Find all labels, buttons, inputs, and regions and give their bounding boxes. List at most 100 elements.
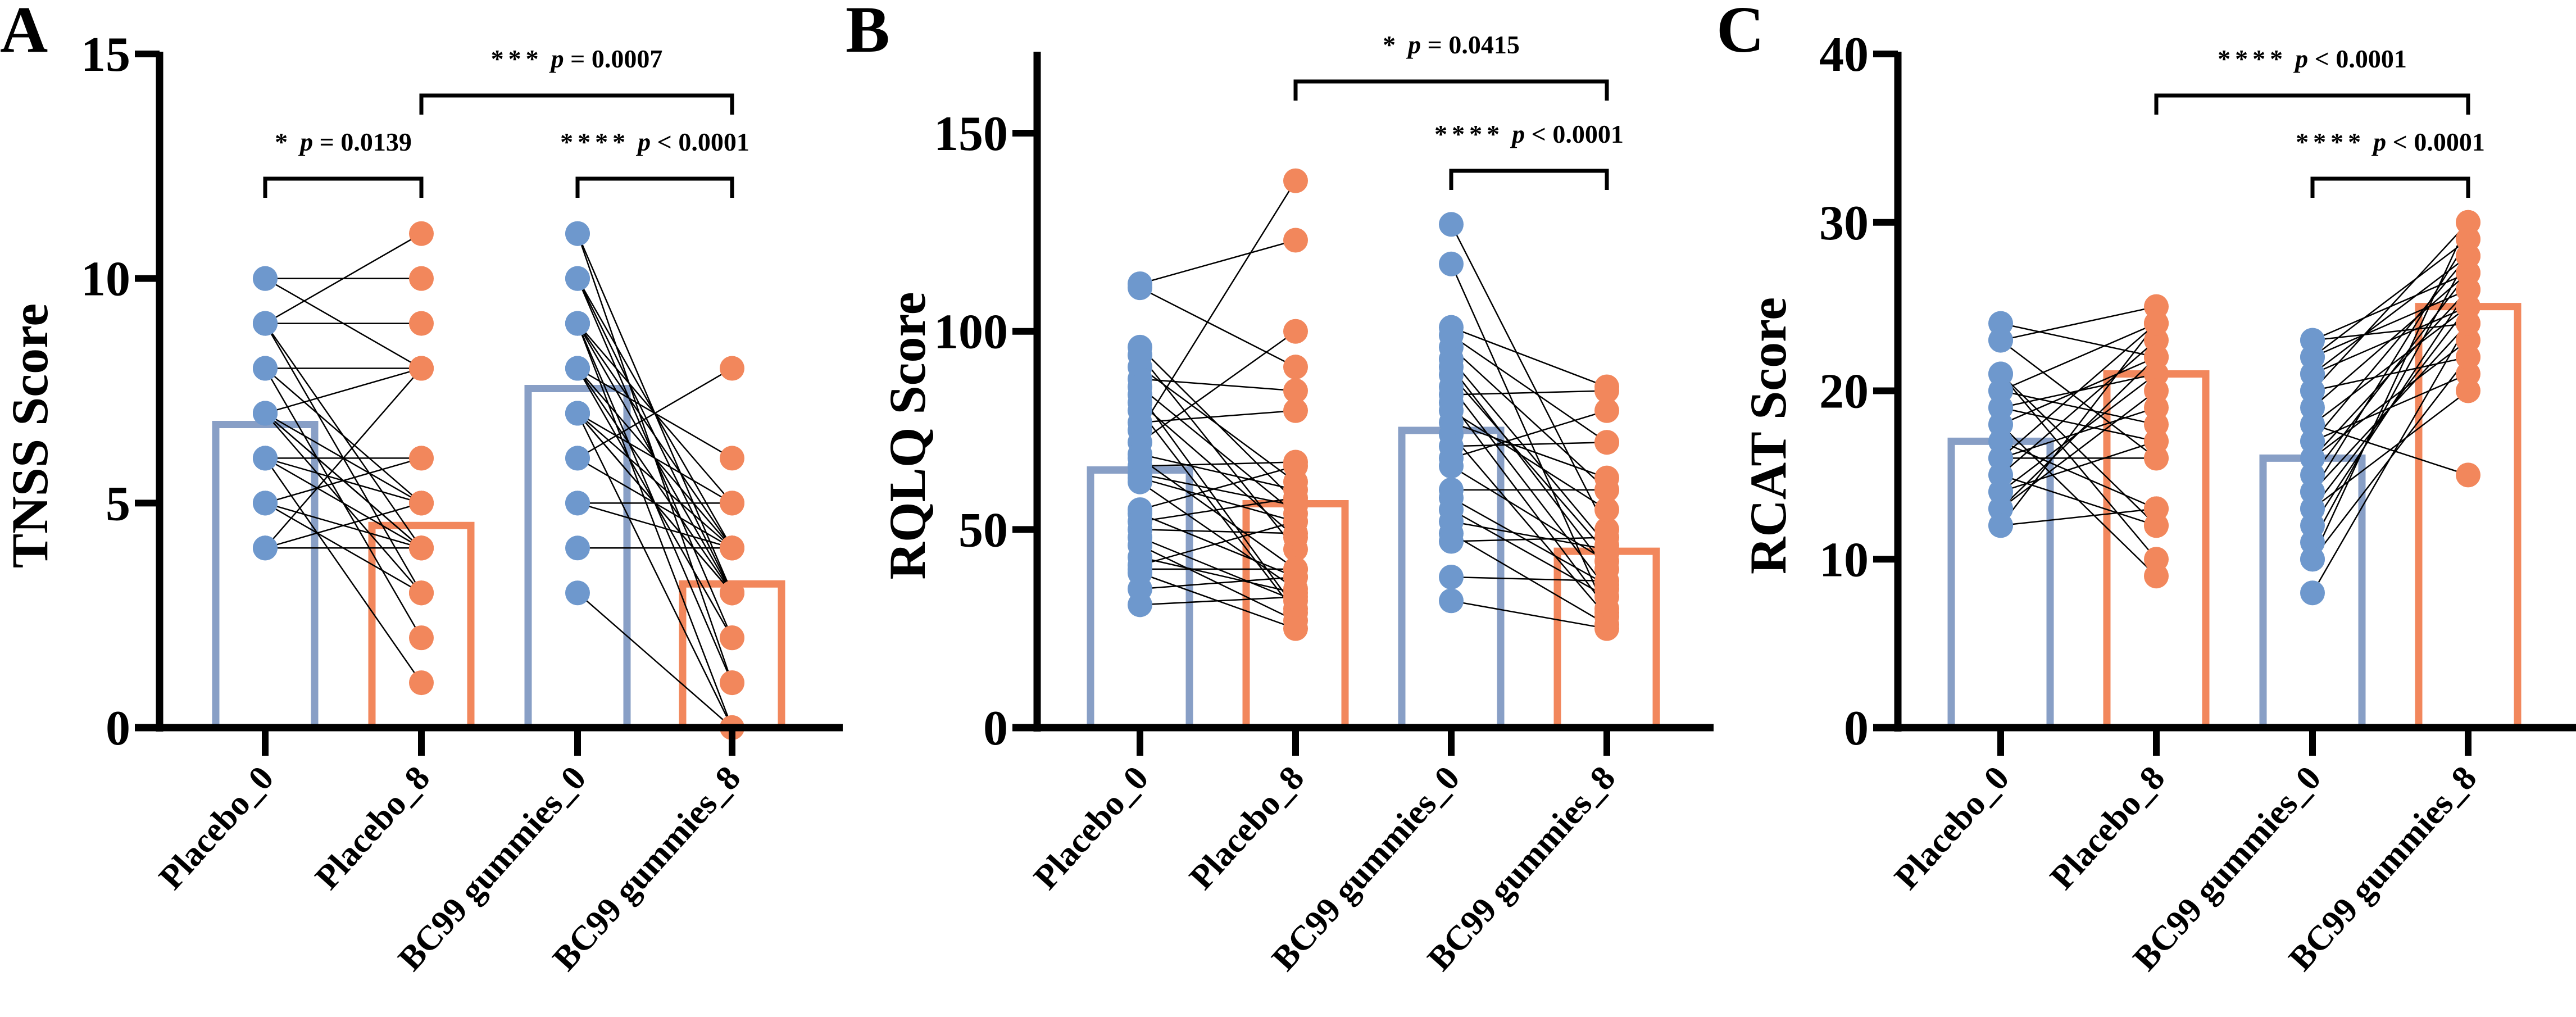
data-point-week8 xyxy=(409,625,434,651)
pair-line xyxy=(2311,289,2469,526)
significance-stars: **** xyxy=(2218,44,2287,73)
significance-bracket xyxy=(2310,176,2470,198)
y-tick-label: 5 xyxy=(106,476,130,531)
data-point-week8 xyxy=(409,580,434,606)
x-tick-label: Placebo_0 xyxy=(152,759,281,897)
data-point-week8 xyxy=(409,491,434,516)
y-tick-label: 40 xyxy=(1819,28,1869,82)
data-point-week8 xyxy=(1594,398,1619,423)
pair-line xyxy=(265,367,422,414)
data-point-baseline xyxy=(253,356,278,381)
data-point-week8 xyxy=(2144,496,2169,521)
data-point-week8 xyxy=(1283,509,1308,534)
data-point-baseline xyxy=(253,266,278,291)
pair-line xyxy=(1450,224,1608,530)
pair-line xyxy=(1451,537,1607,542)
pair-line xyxy=(2000,323,2157,358)
y-tick-label: 0 xyxy=(106,701,130,756)
panel-letter: C xyxy=(1716,0,1764,66)
significance-label: * p = 0.0415 xyxy=(1383,30,1520,59)
x-tick-label: Placebo_8 xyxy=(308,759,437,897)
data-point-week8 xyxy=(1283,355,1308,380)
pair-line xyxy=(1451,421,1607,479)
data-point-baseline xyxy=(1988,328,2013,353)
pair-line xyxy=(1451,441,1607,447)
pair-line xyxy=(1139,330,1296,443)
pair-line xyxy=(1451,326,1607,388)
p-symbol: p xyxy=(1510,120,1525,148)
pair-line xyxy=(1451,402,1607,610)
data-point-week8 xyxy=(1594,430,1619,455)
data-point-baseline xyxy=(253,535,278,561)
pair-line xyxy=(1450,264,1608,613)
data-point-week8 xyxy=(1283,584,1308,610)
pair-line xyxy=(1451,600,1607,629)
pair-line xyxy=(1451,358,1607,546)
pair-line xyxy=(1139,457,1296,570)
pair-line xyxy=(576,412,733,728)
pair-line xyxy=(577,502,733,549)
y-tick-label: 100 xyxy=(934,305,1008,360)
data-point-baseline xyxy=(1439,564,1464,589)
data-point-week8 xyxy=(720,356,744,381)
pair-line xyxy=(1451,334,1607,443)
pair-line xyxy=(2000,339,2157,459)
data-point-week8 xyxy=(1283,453,1308,479)
data-point-week8 xyxy=(2456,462,2480,488)
p-value: = 0.0139 xyxy=(313,128,412,156)
data-point-week8 xyxy=(2456,344,2480,370)
data-point-baseline xyxy=(1439,529,1464,554)
significance-bracket xyxy=(575,176,734,198)
pair-line xyxy=(577,412,733,504)
significance-bracket xyxy=(2154,93,2470,115)
data-point-week8 xyxy=(2144,344,2169,370)
y-tick-label: 15 xyxy=(81,28,130,82)
pair-line xyxy=(577,592,733,728)
pair-line xyxy=(2000,356,2157,510)
data-point-week8 xyxy=(2144,378,2169,403)
pair-line xyxy=(2000,323,2157,459)
y-tick-label: 150 xyxy=(934,107,1008,161)
significance-stars: *** xyxy=(491,44,543,73)
pair-line xyxy=(1451,386,1607,589)
pair-line xyxy=(265,502,422,549)
data-point-baseline xyxy=(565,446,590,471)
data-point-week8 xyxy=(2144,311,2169,336)
pair-line xyxy=(1451,374,1607,554)
pair-line xyxy=(2312,238,2469,358)
pair-line xyxy=(1451,434,1607,618)
data-point-week8 xyxy=(1283,398,1308,423)
pair-line xyxy=(1139,497,1296,523)
data-point-week8 xyxy=(2456,277,2480,302)
significance-bracket xyxy=(263,176,424,198)
pair-line xyxy=(1139,477,1296,523)
significance-label: **** p < 0.0001 xyxy=(560,128,749,156)
pair-line xyxy=(264,457,422,683)
significance-stars: * xyxy=(275,128,292,156)
x-tick-label: Placebo_8 xyxy=(1182,759,1311,897)
data-point-baseline xyxy=(1439,588,1464,614)
p-value: < 0.0001 xyxy=(2308,44,2407,73)
data-point-week8 xyxy=(1283,485,1308,510)
data-point-week8 xyxy=(409,446,434,471)
pair-line xyxy=(2000,306,2157,341)
data-point-week8 xyxy=(1283,564,1308,589)
p-value: = 0.0415 xyxy=(1421,30,1520,59)
data-point-week8 xyxy=(1283,378,1308,403)
pair-line xyxy=(1139,287,1296,368)
pair-line xyxy=(2000,339,2157,476)
y-tick-label: 0 xyxy=(983,701,1008,756)
significance-bracket xyxy=(1449,169,1609,190)
data-point-week8 xyxy=(720,491,744,516)
pair-line xyxy=(1139,378,1296,392)
data-point-baseline xyxy=(253,446,278,471)
data-point-baseline xyxy=(565,221,590,246)
panel-letter: B xyxy=(846,0,890,66)
pair-line xyxy=(265,233,422,324)
data-point-week8 xyxy=(2144,429,2169,454)
pair-line xyxy=(2312,221,2469,392)
y-tick-label: 0 xyxy=(1844,701,1869,756)
